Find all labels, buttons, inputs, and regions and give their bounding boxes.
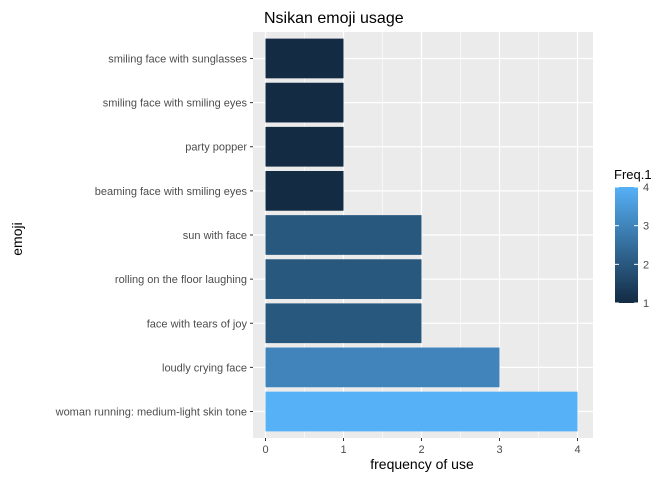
y-tick-label: smiling face with smiling eyes <box>103 98 248 110</box>
bar <box>265 38 344 79</box>
y-tick-label: rolling on the floor laughing <box>115 274 247 286</box>
x-tick-label: 3 <box>496 444 502 456</box>
x-tick-label: 1 <box>340 444 346 456</box>
y-tick-label: sun with face <box>183 230 247 242</box>
x-tick-label: 0 <box>262 444 268 456</box>
legend-colorbar <box>615 187 638 303</box>
y-tick-label: woman running: medium-light skin tone <box>55 407 247 419</box>
bar <box>265 347 500 388</box>
bar <box>265 303 422 344</box>
y-tick-label: face with tears of joy <box>147 318 248 330</box>
legend-label: 2 <box>643 259 649 271</box>
legend-label: 4 <box>643 182 649 194</box>
bar <box>265 82 344 123</box>
bar <box>265 215 422 255</box>
legend-label: 1 <box>643 298 649 310</box>
bar <box>265 126 344 167</box>
y-tick-label: loudly crying face <box>162 362 247 374</box>
x-axis-title: frequency of use <box>370 456 474 472</box>
bar <box>265 259 422 299</box>
x-tick-label: 4 <box>574 444 580 456</box>
y-tick-label: party popper <box>185 142 247 154</box>
y-tick-label: beaming face with smiling eyes <box>95 186 248 198</box>
legend-ticks: 1 2 3 4 <box>615 182 649 310</box>
x-axis-ticks: 0 1 2 3 4 <box>262 438 581 456</box>
bar <box>265 391 578 432</box>
legend-label: 3 <box>643 221 649 233</box>
chart-title: Nsikan emoji usage <box>264 10 404 27</box>
y-tick-label: smiling face with sunglasses <box>108 53 247 65</box>
bar <box>265 171 344 211</box>
color-legend: Freq.1 1 2 3 4 <box>614 167 652 310</box>
x-tick-label: 2 <box>418 444 424 456</box>
y-axis-title: emoji <box>9 222 25 255</box>
bars <box>265 38 578 432</box>
legend-title: Freq.1 <box>614 167 652 182</box>
y-axis-ticks: woman running: medium-light skin tone lou… <box>55 53 253 419</box>
